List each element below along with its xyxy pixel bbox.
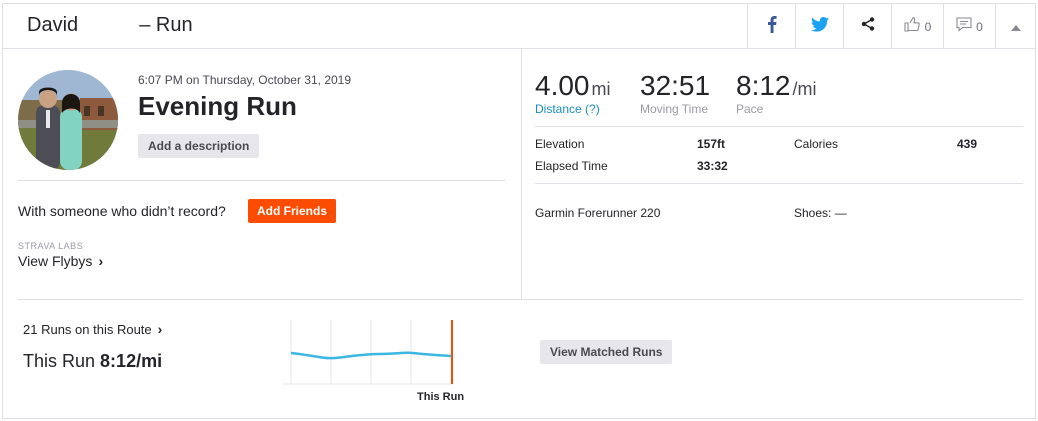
- this-run-pace-value: 8:12/mi: [100, 351, 163, 371]
- route-trend-line: [290, 351, 452, 360]
- athlete-avatar[interactable]: [18, 70, 118, 170]
- collapse-button[interactable]: [995, 4, 1035, 49]
- runs-on-route-link[interactable]: 21 Runs on this Route ›: [23, 321, 162, 337]
- route-trend-chart: This Run: [283, 318, 473, 413]
- comment-icon: [956, 16, 972, 37]
- pace-unit: /mi: [792, 79, 817, 99]
- activity-header: David – Run: [3, 4, 1035, 49]
- view-flybys-label: View Flybys: [18, 253, 93, 269]
- stat-distance: 4.00 mi Distance (?): [535, 70, 611, 116]
- chevron-right-icon: ›: [157, 321, 163, 337]
- twitter-share-button[interactable]: [795, 4, 843, 49]
- kudos-count: 0: [924, 19, 932, 34]
- activity-name: Evening Run: [138, 91, 297, 121]
- stat-pace: 8:12/mi Pace: [736, 70, 817, 116]
- stat-moving-time: 32:51 Moving Time: [640, 70, 710, 116]
- this-run-pace: This Run 8:12/mi: [23, 351, 162, 372]
- activity-card: David – Run: [2, 3, 1036, 419]
- stats-divider: [535, 183, 1023, 184]
- elevation-value: 157ft: [697, 137, 726, 151]
- device-name: Garmin Forerunner 220: [535, 206, 661, 220]
- with-someone-prompt: With someone who didn’t record?: [18, 203, 226, 219]
- kudos-button[interactable]: 0: [891, 4, 943, 49]
- stats-divider: [535, 126, 1023, 127]
- runs-on-route-label: 21 Runs on this Route: [23, 321, 152, 337]
- pace-label: Pace: [736, 102, 764, 116]
- divider: [18, 180, 506, 181]
- this-run-prefix: This Run: [23, 351, 96, 371]
- activity-date: 6:07 PM on Thursday, October 31, 2019: [138, 73, 352, 87]
- athlete-activity-title: David – Run: [27, 14, 193, 36]
- elapsed-time-value: 33:32: [697, 159, 728, 173]
- view-flybys-link[interactable]: View Flybys ›: [18, 253, 103, 269]
- distance-help-link[interactable]: Distance (?): [535, 102, 600, 116]
- header-actions: 0 0: [747, 4, 1035, 49]
- calories-label: Calories: [794, 137, 839, 151]
- moving-time-value: 32:51: [640, 70, 711, 101]
- kudos-thumb-icon: [904, 16, 921, 37]
- this-run-chart-label: This Run: [417, 391, 464, 403]
- distance-value: 4.00: [535, 70, 590, 101]
- collapse-arrow-icon: [1010, 18, 1021, 36]
- vertical-divider: [521, 49, 522, 299]
- share-icon: [861, 17, 875, 36]
- view-matched-runs-button[interactable]: View Matched Runs: [540, 340, 673, 364]
- facebook-icon: [767, 15, 777, 38]
- share-button[interactable]: [843, 4, 891, 49]
- calories-value: 439: [957, 137, 978, 151]
- section-divider: [18, 299, 1023, 300]
- chevron-right-icon: ›: [98, 253, 104, 269]
- add-description-button[interactable]: Add a description: [138, 134, 260, 158]
- add-friends-button[interactable]: Add Friends: [248, 199, 337, 223]
- pace-value: 8:12: [736, 70, 791, 101]
- strava-labs-label: STRAVA LABS: [18, 241, 84, 251]
- comment-count: 0: [976, 19, 983, 34]
- facebook-share-button[interactable]: [747, 4, 795, 49]
- elevation-label: Elevation: [535, 137, 585, 151]
- elapsed-time-label: Elapsed Time: [535, 159, 608, 173]
- twitter-icon: [810, 16, 829, 37]
- comment-button[interactable]: 0: [943, 4, 995, 49]
- shoes-info: Shoes: —: [794, 206, 847, 220]
- moving-time-label: Moving Time: [640, 102, 709, 116]
- distance-unit: mi: [591, 79, 611, 99]
